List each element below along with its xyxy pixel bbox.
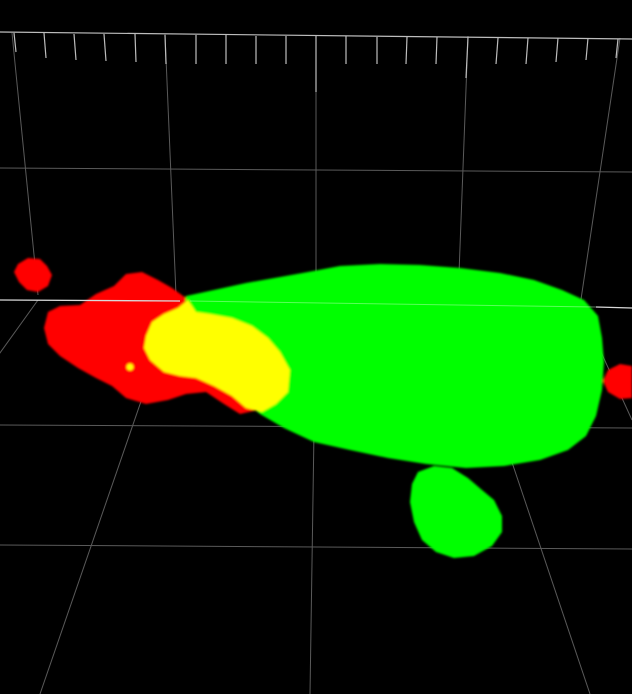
grid-line [579,37,621,307]
grid-line [164,33,177,296]
grid-line [457,35,469,301]
plane-line-faint [189,300,597,308]
red-blob-right-edge [603,364,632,399]
plane-line [0,299,632,309]
red-blob-small [14,258,52,292]
grid-line [0,544,632,550]
grid-line [11,32,39,296]
green-blob-lower [410,466,502,558]
green-blob-main [184,264,604,468]
grid-line [0,299,39,354]
yellow-speck [126,363,134,371]
yellow-overlap-region [144,300,290,412]
top-axis [0,31,632,92]
